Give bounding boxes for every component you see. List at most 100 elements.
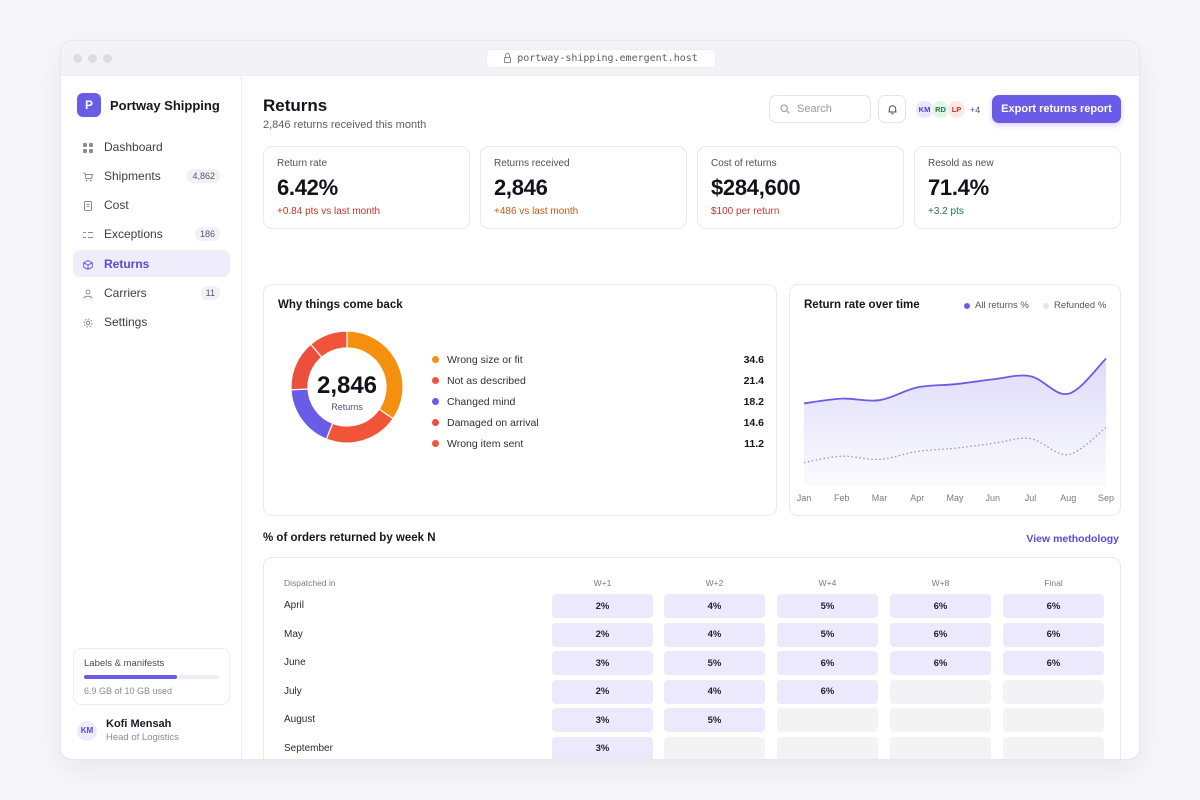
user-name: Kofi Mensah — [106, 718, 172, 730]
table-cell: 4% — [664, 679, 765, 704]
kpi-card-returns-received: Returns received 2,846 +486 vs last mont… — [480, 146, 687, 229]
kpi-delta: +486 vs last month — [494, 206, 579, 217]
export-returns-report-button[interactable]: Export returns report — [992, 95, 1121, 123]
table-cell — [890, 708, 991, 732]
table-row-label: July — [284, 685, 302, 697]
reasons-card: Why things come back 2,846 Returns Wrong… — [263, 284, 777, 516]
sidebar-item-label: Exceptions — [104, 227, 163, 242]
kpi-value: 2,846 — [494, 175, 548, 200]
sidebar-item-label: Carriers — [104, 285, 147, 300]
weekly-section-title: % of orders returned by week N — [263, 532, 436, 544]
kpi-delta: $100 per return — [711, 206, 780, 217]
legend-value: 11.2 — [744, 437, 764, 450]
sidebar-item-dashboard[interactable]: Dashboard — [73, 133, 230, 160]
x-axis-tick-label: Apr — [910, 493, 924, 503]
avatar: KM — [77, 720, 97, 741]
weekly-returns-table: Dispatched in W+1 W+2 W+4 W+8 Final April 2% 4%… — [263, 557, 1121, 759]
legend-dot — [432, 440, 439, 447]
x-axis-tick-label: Mar — [872, 493, 888, 503]
window-minimize-dot[interactable] — [88, 54, 97, 63]
address-bar[interactable]: portway-shipping.emergent.host — [486, 49, 716, 68]
window-zoom-dot[interactable] — [103, 54, 112, 63]
table-cell: 6% — [777, 651, 878, 675]
table-row-label: June — [284, 657, 306, 668]
legend-value: 21.4 — [743, 374, 764, 387]
sidebar-item-shipments[interactable]: Shipments 4,862 — [73, 162, 230, 189]
table-cell: 5% — [777, 622, 878, 647]
lock-icon — [504, 53, 512, 63]
sidebar-item-count: 186 — [194, 227, 220, 242]
sidebar-item-settings[interactable]: Settings — [73, 309, 230, 336]
table-cell: 6% — [1003, 594, 1104, 618]
storage-title: Labels & manifests — [84, 658, 165, 669]
legend-label: Wrong item sent — [447, 437, 524, 450]
browser-window: portway-shipping.emergent.host P Portway… — [60, 40, 1140, 760]
notifications-button[interactable] — [878, 95, 906, 123]
avatar: LP — [947, 100, 966, 119]
table-cell: 2% — [552, 622, 653, 647]
storage-widget[interactable]: Labels & manifests 6.9 GB of 10 GB used — [73, 648, 230, 705]
sidebar-item-label: Dashboard — [104, 139, 163, 154]
table-column-header: W+4 — [818, 578, 837, 588]
table-cell: 6% — [1003, 622, 1104, 647]
sidebar-item-label: Settings — [104, 315, 148, 330]
user-profile[interactable]: KM Kofi Mensah Head of Logistics — [77, 718, 179, 743]
legend-item-all-returns: All returns % — [964, 300, 1029, 311]
table-row-label: April — [284, 600, 305, 611]
table-cell — [1003, 679, 1104, 704]
table-column-header: W+1 — [593, 578, 612, 588]
legend-label: Not as described — [447, 374, 526, 387]
table-cell: 5% — [664, 708, 765, 732]
search-input[interactable]: Search — [769, 95, 871, 123]
x-axis-tick-label: May — [946, 493, 964, 503]
sidebar-item-label: Cost — [104, 198, 129, 213]
x-axis-tick-label: Feb — [834, 493, 850, 503]
table-column-header: Final — [1044, 578, 1063, 588]
donut-slice[interactable] — [309, 330, 348, 359]
kpi-value: 6.42% — [277, 175, 338, 200]
table-cell: 6% — [890, 622, 991, 647]
team-avatars[interactable]: KM RD LP +4 — [915, 100, 980, 119]
legend-dot — [432, 398, 439, 405]
cart-icon — [83, 171, 94, 182]
return-rate-card-title: Return rate over time — [804, 299, 920, 311]
donut-legend: Wrong size or fit 34.6 Not as described 21.… — [432, 349, 764, 454]
legend-label: Wrong size or fit — [447, 353, 523, 366]
donut-chart — [290, 330, 404, 444]
series-line-all-returns[interactable] — [803, 357, 1107, 405]
table-cell: 3% — [552, 651, 653, 675]
legend-row: Damaged on arrival 14.6 — [432, 412, 764, 433]
sidebar-item-returns[interactable]: Returns — [73, 250, 230, 278]
storage-usage-text: 6.9 GB of 10 GB used — [84, 686, 173, 696]
legend-label: Changed mind — [447, 395, 516, 408]
x-axis-tick-label: Jun — [985, 493, 1000, 503]
legend-label: Damaged on arrival — [447, 416, 539, 429]
table-cell — [777, 708, 878, 732]
window-close-dot[interactable] — [73, 54, 82, 63]
series-line-refunded[interactable] — [803, 426, 1107, 464]
box-icon — [83, 259, 93, 270]
kpi-label: Cost of returns — [711, 158, 777, 169]
sidebar-item-exceptions[interactable]: Exceptions 186 — [73, 221, 230, 248]
sidebar-item-carriers[interactable]: Carriers 11 — [73, 279, 230, 306]
view-methodology-link[interactable]: View methodology — [1026, 533, 1119, 545]
table-cell: 3% — [552, 736, 653, 759]
legend-row: Not as described 21.4 — [432, 370, 764, 391]
table-cell: 3% — [552, 708, 653, 732]
brand[interactable]: P Portway Shipping — [77, 93, 220, 117]
table-cell — [777, 736, 878, 759]
search-icon — [780, 104, 790, 114]
table-cell — [1003, 708, 1104, 732]
table-cell: 4% — [664, 594, 765, 618]
donut-slice[interactable] — [325, 408, 394, 444]
legend-value: 14.6 — [743, 416, 764, 429]
table-cell — [1003, 736, 1104, 759]
legend-dot — [964, 302, 970, 309]
storage-progress-fill — [84, 675, 178, 679]
area-fill-all-returns — [804, 358, 1106, 485]
legend-row: Changed mind 18.2 — [432, 391, 764, 412]
sidebar-item-count: 11 — [200, 285, 220, 300]
kpi-delta: +0.84 pts vs last month — [277, 206, 381, 217]
sidebar-item-cost[interactable]: Cost — [73, 192, 230, 219]
x-axis-tick-label: Jul — [1025, 493, 1037, 503]
